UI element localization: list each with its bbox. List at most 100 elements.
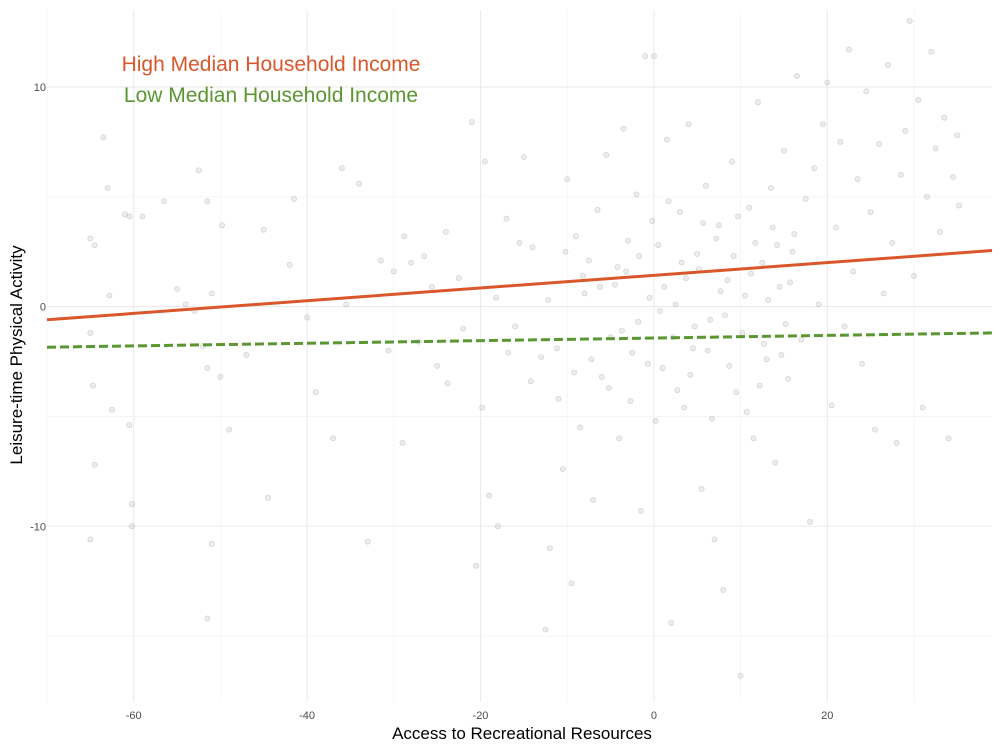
x-tick-label: -60 — [126, 710, 142, 722]
scatter-point — [717, 288, 724, 295]
scatter-point — [720, 587, 727, 593]
scatter-point — [668, 620, 675, 626]
scatter-point — [481, 158, 488, 165]
scatter-point — [516, 239, 523, 246]
scatter-point — [364, 538, 371, 545]
scatter-point — [889, 239, 896, 246]
scatter-point — [722, 312, 728, 319]
scatter-point — [312, 389, 319, 396]
scatter-point — [635, 319, 642, 325]
scatter-point — [765, 297, 772, 303]
scatter-point — [811, 165, 818, 172]
scatter-point — [520, 154, 527, 161]
scatter-point — [906, 18, 913, 24]
scatter-point — [663, 136, 670, 143]
scatter-point — [854, 176, 861, 183]
scatter-point — [87, 536, 94, 543]
scatter-point — [802, 196, 809, 202]
scatter-point — [750, 435, 757, 442]
scatter-point — [559, 466, 566, 473]
scatter-point — [837, 138, 844, 145]
scatter-point — [291, 196, 297, 202]
scatter-point — [681, 404, 688, 411]
x-tick-label: 0 — [651, 710, 657, 722]
scatter-point — [104, 185, 111, 191]
scatter-point — [594, 207, 601, 213]
scatter-point — [730, 253, 737, 259]
scatter-point — [126, 213, 133, 220]
scatter-point — [742, 292, 748, 299]
scatter-point — [304, 314, 310, 321]
scatter-point — [919, 404, 926, 411]
scatter-point — [390, 268, 397, 275]
scatter-point — [791, 231, 798, 237]
scatter-point — [867, 209, 874, 216]
scatter-point — [553, 345, 560, 352]
scatter-point — [260, 226, 267, 233]
scatter-point — [911, 272, 917, 279]
scatter-point — [774, 242, 780, 248]
scatter-point — [794, 73, 800, 79]
scatter-point — [785, 376, 792, 382]
scatter-point — [618, 327, 625, 334]
scatter-point — [833, 224, 839, 231]
scatter-point — [642, 53, 649, 60]
scatter-point — [937, 228, 943, 235]
scatter-point — [768, 185, 774, 191]
scatter-point — [820, 121, 826, 128]
scatter-point — [265, 494, 271, 501]
x-tick-label: -40 — [299, 710, 315, 722]
scatter-point — [624, 237, 631, 244]
grid — [46, 10, 992, 702]
x-axis-title: Access to Recreational Resources — [392, 724, 652, 743]
scatter-point — [385, 347, 392, 354]
scatter-point — [408, 259, 415, 266]
scatter-point — [174, 286, 180, 292]
scatter-point — [956, 202, 962, 209]
y-tick-label: 0 — [40, 302, 46, 314]
scatter-point — [620, 125, 627, 132]
scatter-point — [100, 134, 107, 141]
scatter-point — [217, 373, 224, 380]
scatter-point — [657, 308, 663, 314]
scatter-point — [807, 518, 813, 525]
scatter-point — [623, 268, 630, 275]
scatter-point — [880, 290, 887, 297]
scatter-point — [636, 253, 643, 259]
scatter-point — [683, 275, 689, 281]
scatter-point — [659, 365, 666, 371]
scatter-point — [649, 217, 656, 224]
scatter-point — [876, 141, 883, 147]
scatter-point — [778, 352, 785, 358]
scatter-point — [924, 193, 930, 200]
scatter-point — [769, 224, 776, 231]
y-tick-label: 10 — [34, 82, 46, 94]
scatter-point — [87, 235, 94, 242]
scatter-point — [772, 459, 779, 466]
scatter-point — [945, 435, 952, 442]
scatter-point — [512, 323, 519, 330]
scatter-point — [629, 349, 636, 356]
scatter-point — [161, 198, 167, 205]
scatter-point — [700, 220, 707, 226]
scatter-point — [781, 147, 787, 154]
scatter-point — [529, 244, 536, 251]
scatter-point — [572, 233, 579, 240]
scatter-point — [743, 409, 750, 415]
scatter-point — [828, 402, 835, 409]
scatter-point — [442, 228, 449, 235]
scatter-point — [434, 362, 441, 369]
scatter-point — [455, 275, 462, 281]
legend-low-income: Low Median Household Income — [124, 84, 418, 107]
scatter-point — [486, 492, 493, 499]
scatter-point — [627, 398, 634, 404]
scatter-point — [655, 242, 662, 248]
scatter-point — [204, 198, 211, 205]
scatter-point — [694, 250, 701, 257]
scatter-point — [713, 235, 720, 242]
scatter-point — [661, 283, 668, 290]
scatter-point — [863, 88, 870, 95]
scatter-point — [739, 330, 746, 336]
scatter-point — [460, 325, 467, 332]
